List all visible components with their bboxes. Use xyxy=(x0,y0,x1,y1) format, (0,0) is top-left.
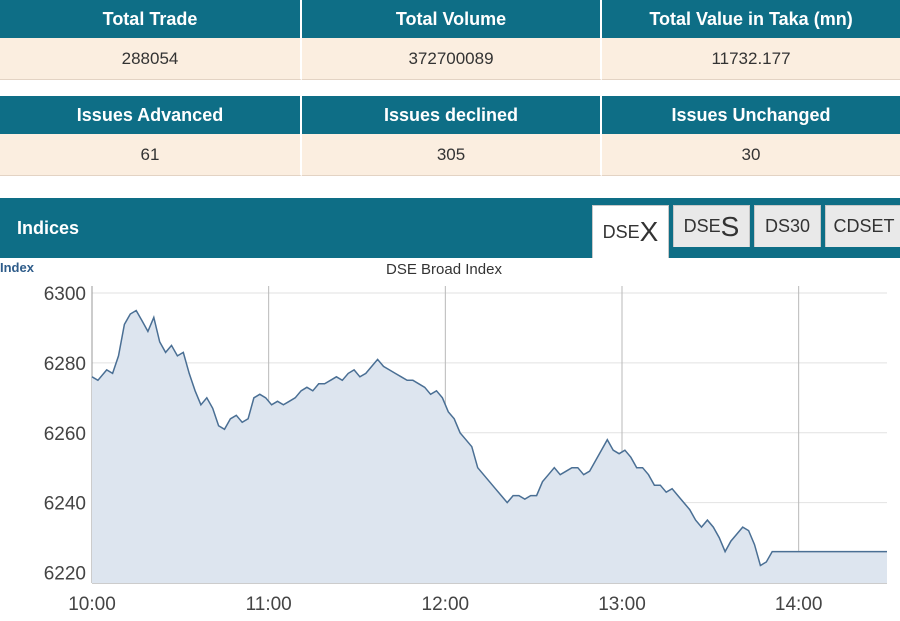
x-tick-labels: 10:00 11:00 12:00 13:00 14:00 xyxy=(68,594,822,615)
issues-summary-table: Issues Advanced Issues declined Issues U… xyxy=(0,96,900,176)
x-tick-label: 11:00 xyxy=(246,594,292,615)
index-area xyxy=(92,310,887,583)
issues-declined-value: 305 xyxy=(302,134,602,176)
tab-dses-prefix: DSE xyxy=(683,216,721,236)
tab-dses-suffix: S xyxy=(720,210,740,242)
y-tick-labels: 6220 6240 6260 6280 6300 xyxy=(44,284,86,585)
tab-dsex[interactable]: DSE X xyxy=(592,205,669,258)
header-row: Issues Advanced Issues declined Issues U… xyxy=(0,96,900,134)
chart-title: DSE Broad Index xyxy=(386,261,502,278)
tab-dsex-suffix: X xyxy=(639,216,659,247)
index-chart: 6220 6240 6260 6280 6300 10:00 11:00 12:00 13:0… xyxy=(0,258,900,616)
indices-title: Indices xyxy=(17,218,80,238)
tab-ds30-label: DS30 xyxy=(764,216,811,236)
y-tick-label: 6220 xyxy=(44,564,86,585)
x-tick-label: 14:00 xyxy=(775,594,823,615)
tab-dsex-prefix: DSE xyxy=(602,221,640,242)
issues-unchanged-header: Issues Unchanged xyxy=(602,96,900,134)
total-volume-value: 372700089 xyxy=(302,38,602,80)
header-row: Total Trade Total Volume Total Value in … xyxy=(0,0,900,38)
x-tick-label: 13:00 xyxy=(598,594,646,615)
tab-cdset-label: CDSET xyxy=(833,216,895,236)
tab-ds30[interactable]: DS30 xyxy=(754,205,821,247)
total-value-value: 11732.177 xyxy=(602,38,900,80)
total-value-header: Total Value in Taka (mn) xyxy=(602,0,900,38)
y-tick-label: 6260 xyxy=(44,424,86,445)
market-summary-table: Total Trade Total Volume Total Value in … xyxy=(0,0,900,80)
index-line xyxy=(91,309,887,567)
value-row: 61 305 30 xyxy=(0,134,900,176)
issues-advanced-header: Issues Advanced xyxy=(0,96,302,134)
indices-header-bar: Indices xyxy=(0,198,900,258)
y-tick-label: 6300 xyxy=(44,284,86,305)
total-volume-header: Total Volume xyxy=(302,0,602,38)
tab-cdset[interactable]: CDSET xyxy=(825,205,900,247)
value-row: 288054 372700089 11732.177 xyxy=(0,38,900,80)
issues-unchanged-value: 30 xyxy=(602,134,900,176)
total-trade-value: 288054 xyxy=(0,38,302,80)
y-tick-label: 6280 xyxy=(44,354,86,375)
total-trade-header: Total Trade xyxy=(0,0,302,38)
issues-declined-header: Issues declined xyxy=(302,96,602,134)
tab-dses[interactable]: DSE S xyxy=(673,205,750,247)
y-tick-label: 6240 xyxy=(44,494,86,515)
issues-advanced-value: 61 xyxy=(0,134,302,176)
index-chart-svg: 6220 6240 6260 6280 6300 10:00 11:00 12:00 13:0… xyxy=(0,260,887,615)
x-tick-label: 12:00 xyxy=(422,594,470,615)
y-axis-label: Index xyxy=(0,260,35,275)
x-tick-label: 10:00 xyxy=(68,594,116,615)
